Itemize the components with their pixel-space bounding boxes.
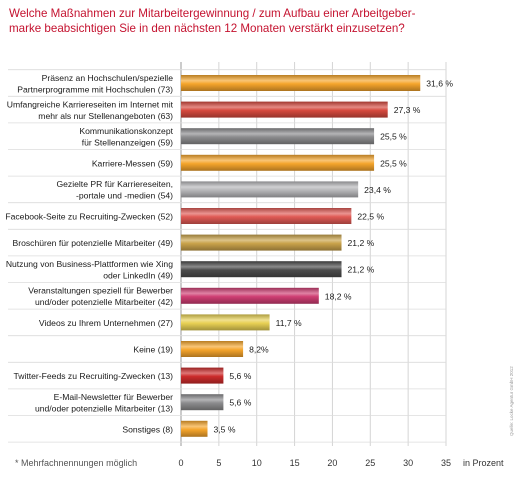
x-tick-label: 10 xyxy=(252,458,262,468)
bar xyxy=(181,420,208,437)
category-label: Karriere-Messen (59) xyxy=(92,158,173,168)
value-label: 25,5 % xyxy=(380,158,407,168)
value-label: 22,5 % xyxy=(357,212,384,222)
footnote: * Mehrfachnennungen möglich xyxy=(15,458,137,468)
category-label: für Stellenanzeigen (59) xyxy=(82,137,173,147)
category-label: oder LinkedIn (49) xyxy=(103,270,173,280)
value-label: 23,4 % xyxy=(364,185,391,195)
x-tick-label: 20 xyxy=(327,458,337,468)
chart-title-line: marke beabsichtigen Sie in den nächsten … xyxy=(9,22,405,35)
category-label: und/oder potenzielle Mitarbeiter (13) xyxy=(35,403,173,413)
category-label: E-Mail-Newsletter für Bewerber xyxy=(54,392,174,402)
value-label: 31,6 % xyxy=(426,79,453,89)
category-label: Präsenz an Hochschulen/spezielle xyxy=(42,73,174,83)
value-label: 21,2 % xyxy=(348,238,375,248)
x-tick-label: 5 xyxy=(216,458,221,468)
category-label: Broschüren für potenzielle Mitarbeiter (… xyxy=(13,238,174,248)
value-label: 5,6 % xyxy=(229,371,251,381)
value-label: 8,2% xyxy=(249,345,269,355)
category-label: Sonstiges (8) xyxy=(122,424,173,434)
value-label: 5,6 % xyxy=(229,398,251,408)
category-label: Facebook-Seite zu Recruiting-Zwecken (52… xyxy=(5,212,173,222)
bar xyxy=(181,261,342,278)
value-label: 27,3 % xyxy=(394,105,421,115)
value-label: 21,2 % xyxy=(348,265,375,275)
bar xyxy=(181,367,224,384)
category-label: Veranstaltungen speziell für Bewerber xyxy=(28,286,173,296)
bar xyxy=(181,394,224,411)
x-tick-label: 35 xyxy=(441,458,451,468)
x-axis-label: in Prozent xyxy=(463,458,504,468)
category-label: -portale und -medien (54) xyxy=(76,191,173,201)
x-tick-label: 15 xyxy=(290,458,300,468)
bar xyxy=(181,208,352,224)
bar xyxy=(181,75,421,91)
x-tick-label: 25 xyxy=(365,458,375,468)
value-label: 18,2 % xyxy=(325,291,352,301)
category-label: Gezielte PR für Karriereseiten, xyxy=(56,179,173,189)
category-label: und/oder potenzielle Mitarbeiter (42) xyxy=(35,297,173,307)
category-label: Twitter-Feeds zu Recruiting-Zwecken (13) xyxy=(13,371,173,381)
bar xyxy=(181,128,375,145)
category-label: Videos zu Ihrem Unternehmen (27) xyxy=(39,318,173,328)
bar xyxy=(181,341,244,357)
category-label: Partnerprogramme mit Hochschulen (73) xyxy=(17,84,173,94)
category-label: Kommunikationskonzept xyxy=(79,126,173,136)
bar xyxy=(181,314,270,331)
category-label: Umfangreiche Karriereseiten im Internet … xyxy=(7,99,174,109)
x-tick-label: 30 xyxy=(403,458,413,468)
category-label: Nutzung von Business-Plattformen wie Xin… xyxy=(6,259,173,269)
chart-title: Welche Maßnahmen zur Mitarbeitergewinnun… xyxy=(9,6,479,36)
category-label: Keine (19) xyxy=(133,345,173,355)
bar xyxy=(181,287,319,304)
source-note: Quelle: Locke Agentur GmbH 2012 xyxy=(509,366,514,436)
x-tick-label: 0 xyxy=(178,458,183,468)
bar xyxy=(181,181,359,198)
value-label: 3,5 % xyxy=(214,424,236,434)
bar xyxy=(181,101,388,118)
category-label: mehr als nur Stellenangeboten (63) xyxy=(38,111,173,121)
value-label: 11,7 % xyxy=(276,318,302,328)
bar xyxy=(181,234,342,251)
chart-title-line: Welche Maßnahmen zur Mitarbeitergewinnun… xyxy=(9,7,416,20)
bar xyxy=(181,154,375,171)
value-label: 25,5 % xyxy=(380,132,407,142)
